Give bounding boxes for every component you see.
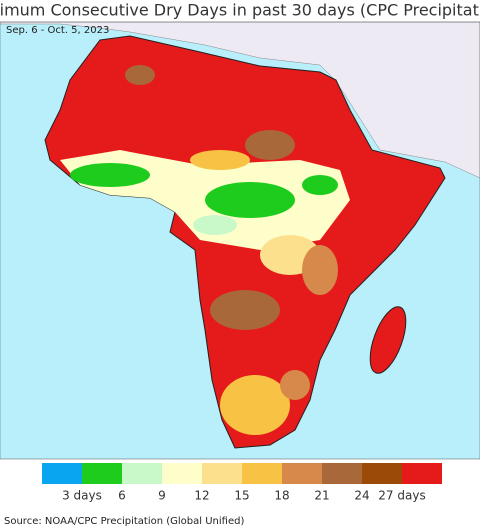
- legend: 3 days 6 9 12 15 18 21 24 27 days: [42, 463, 442, 503]
- legend-swatch: [322, 463, 362, 484]
- legend-label: 6: [118, 489, 126, 503]
- legend-swatch: [242, 463, 282, 484]
- source: Source: NOAA/CPC Precipitation (Global U…: [4, 516, 244, 527]
- legend-label: 15: [234, 489, 249, 503]
- legend-swatch: [202, 463, 242, 484]
- patch: [302, 175, 338, 195]
- legend-swatch: [122, 463, 162, 484]
- legend-swatch: [162, 463, 202, 484]
- legend-swatch: [82, 463, 122, 484]
- subtitle: Sep. 6 - Oct. 5, 2023: [6, 25, 109, 36]
- patch: [205, 182, 295, 218]
- legend-label: 9: [158, 489, 166, 503]
- legend-label: 24: [354, 489, 369, 503]
- map: [0, 21, 480, 460]
- patch: [280, 370, 310, 400]
- patch: [210, 290, 280, 330]
- legend-label: 3 days: [62, 489, 102, 503]
- patch: [193, 215, 237, 235]
- patch: [220, 375, 290, 435]
- legend-label: 21: [314, 489, 329, 503]
- legend-label: 27 days: [378, 489, 425, 503]
- patch: [70, 163, 150, 187]
- legend-label: 12: [194, 489, 209, 503]
- patch: [125, 65, 155, 85]
- madagascar: [369, 306, 407, 374]
- dry-day-patches: [60, 65, 350, 435]
- title: Maximum Consecutive Dry Days in past 30 …: [0, 1, 480, 20]
- legend-swatch: [42, 463, 82, 484]
- patch: [302, 245, 338, 295]
- legend-swatch: [282, 463, 322, 484]
- map-border: [0, 21, 480, 460]
- patch: [190, 150, 250, 170]
- other-land: [0, 21, 480, 179]
- legend-label: 18: [274, 489, 289, 503]
- legend-swatch: [362, 463, 402, 484]
- patch: [245, 130, 295, 160]
- legend-swatch: [402, 463, 442, 484]
